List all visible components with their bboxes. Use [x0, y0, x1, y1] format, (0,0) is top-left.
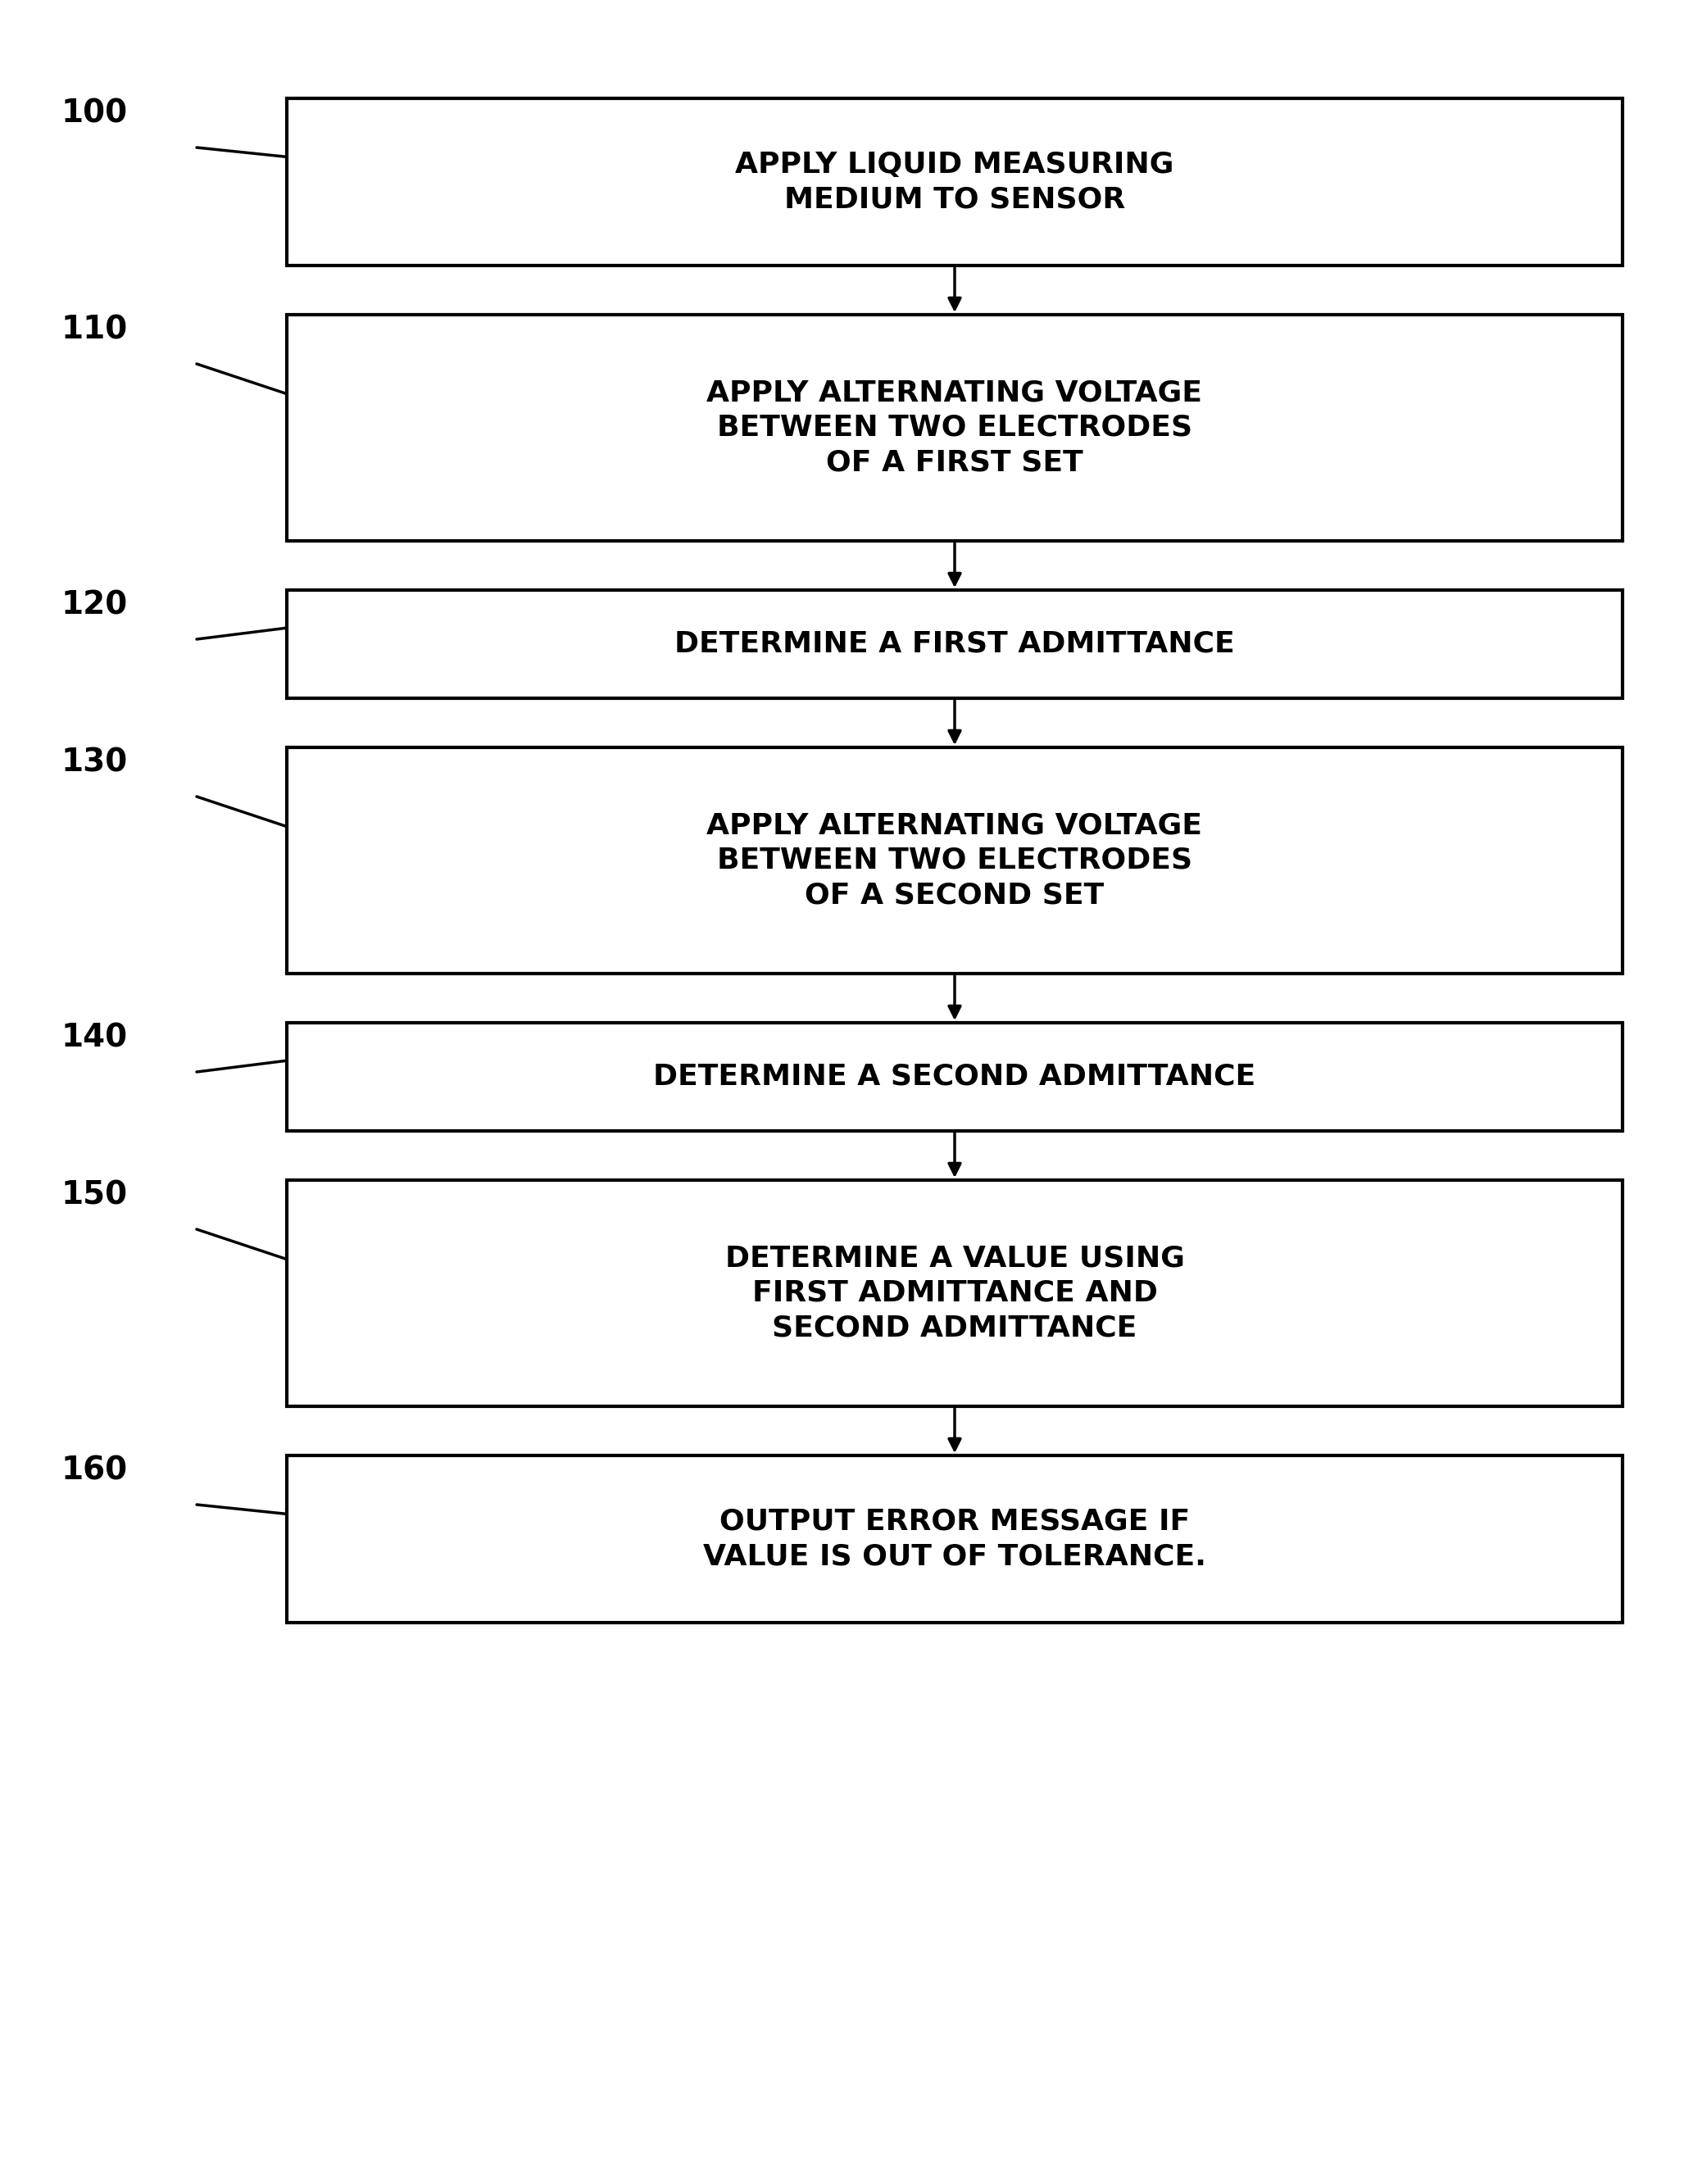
Text: 100: 100 [61, 98, 129, 129]
Text: APPLY ALTERNATING VOLTAGE
BETWEEN TWO ELECTRODES
OF A FIRST SET: APPLY ALTERNATING VOLTAGE BETWEEN TWO EL… [706, 380, 1202, 476]
Text: 160: 160 [61, 1455, 129, 1487]
Text: 110: 110 [61, 314, 129, 345]
FancyBboxPatch shape [286, 1179, 1622, 1406]
FancyBboxPatch shape [286, 314, 1622, 542]
Text: DETERMINE A FIRST ADMITTANCE: DETERMINE A FIRST ADMITTANCE [674, 631, 1234, 657]
Text: 140: 140 [61, 1022, 129, 1055]
Text: DETERMINE A SECOND ADMITTANCE: DETERMINE A SECOND ADMITTANCE [653, 1064, 1256, 1090]
Text: 120: 120 [61, 590, 129, 620]
Text: APPLY LIQUID MEASURING
MEDIUM TO SENSOR: APPLY LIQUID MEASURING MEDIUM TO SENSOR [735, 151, 1173, 214]
FancyBboxPatch shape [286, 98, 1622, 266]
Text: APPLY ALTERNATING VOLTAGE
BETWEEN TWO ELECTRODES
OF A SECOND SET: APPLY ALTERNATING VOLTAGE BETWEEN TWO EL… [706, 812, 1202, 909]
FancyBboxPatch shape [286, 590, 1622, 699]
FancyBboxPatch shape [286, 1455, 1622, 1623]
FancyBboxPatch shape [286, 1022, 1622, 1131]
Text: 130: 130 [61, 747, 129, 778]
Text: 150: 150 [61, 1179, 129, 1212]
Text: DETERMINE A VALUE USING
FIRST ADMITTANCE AND
SECOND ADMITTANCE: DETERMINE A VALUE USING FIRST ADMITTANCE… [725, 1245, 1185, 1341]
FancyBboxPatch shape [286, 747, 1622, 974]
Text: OUTPUT ERROR MESSAGE IF
VALUE IS OUT OF TOLERANCE.: OUTPUT ERROR MESSAGE IF VALUE IS OUT OF … [703, 1507, 1205, 1570]
